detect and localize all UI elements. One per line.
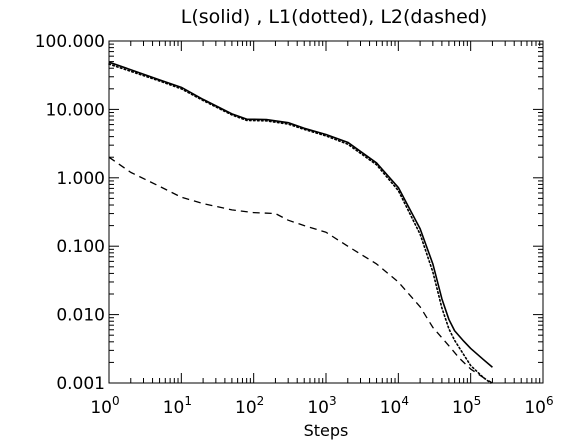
x-axis-label: Steps [304,421,349,440]
y-tick-label: 10.000 [46,100,105,120]
y-tick-label: 1.000 [56,169,105,189]
x-tick-label: 103 [307,394,336,418]
chart-title: L(solid) , L1(dotted), L2(dashed) [181,6,487,28]
x-tick-label: 102 [235,394,264,418]
x-tick-label: 101 [163,394,192,418]
x-tick-label: 104 [380,394,409,418]
x-tick-label: 106 [524,394,553,418]
plot-frame [108,40,544,384]
y-tick-label: 0.001 [56,374,105,394]
axis-group: 100 101 102 103 104 105 106 0.001 0.010 0.100 1.00… [35,32,554,418]
x-tick-label: 105 [452,394,481,418]
x-tick-label: 100 [90,394,119,418]
y-tick-label: 100.000 [35,32,105,52]
series-line-l1 [108,63,492,384]
y-tick-label: 0.100 [56,237,105,257]
y-tick-label: 0.010 [56,306,105,326]
series-group [108,61,493,384]
series-line-l [108,61,493,368]
series-line-l2 [108,156,493,384]
